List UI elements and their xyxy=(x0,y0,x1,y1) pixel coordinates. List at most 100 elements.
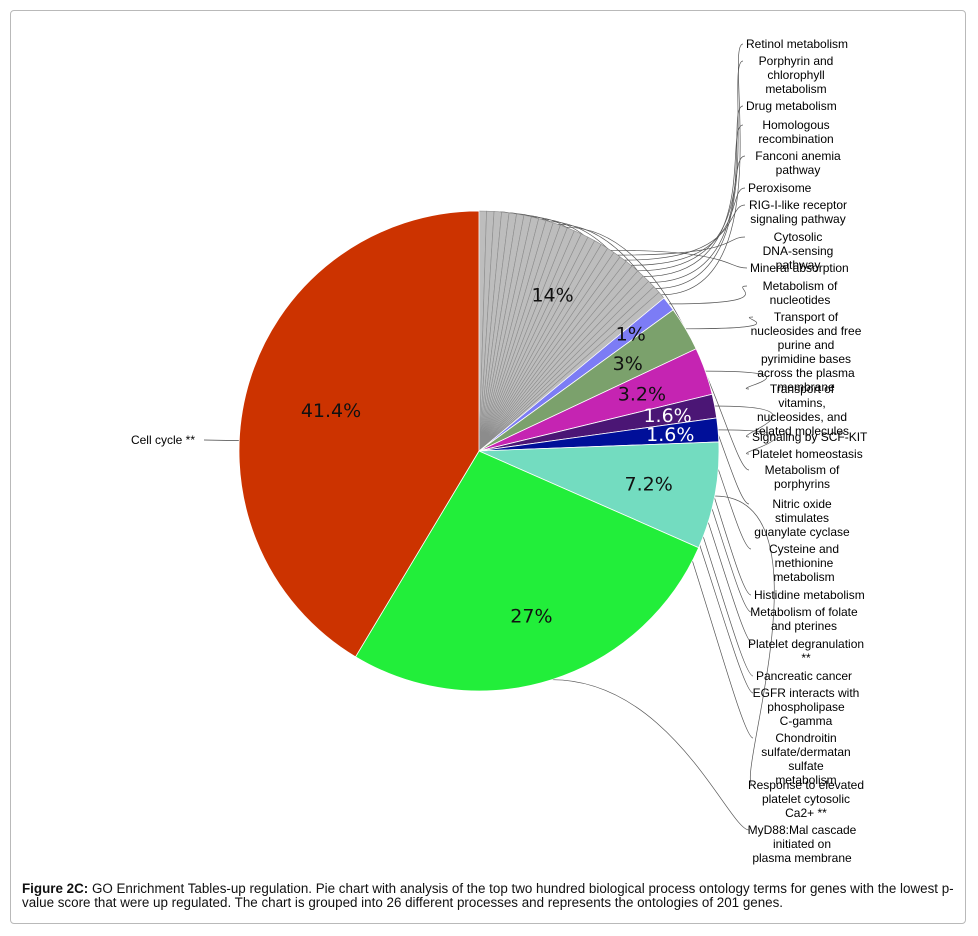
callout-line: Transport of xyxy=(770,382,835,396)
callout-line: DNA-sensing xyxy=(763,244,834,258)
callout-response-to-elevated-platelet-cytosolic-ca2: Response to elevated platelet cytosolic Ca… xyxy=(748,778,864,820)
pie-slices xyxy=(238,210,720,692)
callout-line: plasma membrane xyxy=(752,851,852,865)
callout-cell-cycle: Cell cycle ** xyxy=(131,433,195,447)
pct-label-other-processes: 14% xyxy=(531,285,573,307)
callout-pancreatic-cancer: Pancreatic cancer xyxy=(756,669,852,683)
caption-label: Figure 2C: xyxy=(22,881,89,896)
callout-line: porphyrins xyxy=(774,477,830,491)
callout-mineral-absorption: Mineral absorption xyxy=(750,261,849,275)
leader-signaling-by-scf-kit xyxy=(714,405,774,438)
slice-cell-cycle xyxy=(238,210,480,658)
callout-line: phospholipase xyxy=(767,700,845,714)
callout-line: Histidine metabolism xyxy=(754,588,865,602)
leader-rig-i-like-receptor-signaling-pathway xyxy=(624,204,746,261)
leader-myd88-mal-cascade-initiated-on-plasma-membrane xyxy=(551,679,750,831)
pct-label-metabolism-of-nucleotides: 1% xyxy=(616,323,646,345)
callout-egfr-interacts-with-phospholipase-c-gamma: EGFR interacts with phospholipase C-gamma xyxy=(753,686,860,728)
callout-line: C-gamma xyxy=(780,714,833,728)
callout-cysteine-and-methionine-metabolism: Cysteine and methionine metabolism xyxy=(769,542,839,584)
slice-response-to-elevated-platelet-cytosolic-ca2 xyxy=(478,441,720,549)
callout-line: guanylate cyclase xyxy=(754,525,850,539)
leader-homologous-recombination xyxy=(643,124,744,277)
figure-frame xyxy=(10,10,966,924)
leader-cytosolic-dna-sensing-pathway xyxy=(617,236,746,256)
pct-label-signaling-by-scf-kit: 1.6% xyxy=(643,405,691,427)
slice-myd88-mal-cascade-initiated-on-plasma-membrane xyxy=(354,450,700,692)
callout-platelet-homeostasis: Platelet homeostasis xyxy=(752,447,863,461)
caption-text: GO Enrichment Tables-up regulation. Pie … xyxy=(22,881,954,910)
leader-porphyrin-and-chlorophyll-metabolism xyxy=(655,60,744,289)
callout-signaling-by-scf-kit: Signaling by SCF-KIT xyxy=(752,430,868,444)
leader-peroxisome xyxy=(631,187,746,266)
callout-line: Platelet degranulation xyxy=(748,637,864,651)
pct-label-myd88-mal-cascade-initiated-on-plasma-membrane: 27% xyxy=(510,606,552,628)
callout-line: ** xyxy=(801,651,811,665)
pct-label-transport-of-nucleosides-and-free-purine-and-pyrimidine-bases-across-the-plasma-membrane: 3% xyxy=(613,353,643,375)
leader-transport-of-nucleosides-and-free-purine-and-pyrimidine-bases-across-the-plasma-membrane xyxy=(685,316,758,330)
callout-line: vitamins, xyxy=(778,396,825,410)
callout-chondroitin-sulfate-dermatan-sulfate-metabolism: Chondroitin sulfate/dermatan sulfate metabo… xyxy=(761,731,850,787)
pie-chart: 14%1%3%3.2%1.6%1.6%7.2%27%41.4% Cell cyc… xyxy=(131,37,868,865)
callout-fanconi-anemia-pathway: Fanconi anemia pathway xyxy=(755,149,841,177)
callout-line: purine and xyxy=(778,338,835,352)
callout-line: Retinol metabolism xyxy=(746,37,848,51)
leader-fanconi-anemia-pathway xyxy=(637,155,746,272)
pct-label-cell-cycle: 41.4% xyxy=(301,400,361,422)
callout-line: sulfate xyxy=(788,759,824,773)
callout-line: nucleotides xyxy=(770,293,831,307)
leader-retinol-metabolism xyxy=(661,43,744,296)
callout-line: chlorophyll xyxy=(767,68,824,82)
callout-line: Homologous xyxy=(762,118,829,132)
pct-label-response-to-elevated-platelet-cytosolic-ca2: 7.2% xyxy=(625,473,673,495)
callout-drug-metabolism: Drug metabolism xyxy=(746,99,837,113)
leader-metabolism-of-nucleotides xyxy=(668,285,748,305)
callout-myd88-mal-cascade-initiated-on-plasma-membrane: MyD88:Mal cascade initiated on plasma memb… xyxy=(748,823,857,865)
callout-line: pyrimidine bases xyxy=(761,352,851,366)
callout-line: Nitric oxide xyxy=(772,497,832,511)
callout-line: Cytosolic xyxy=(774,230,823,244)
callout-line: across the plasma xyxy=(757,366,855,380)
callout-retinol-metabolism: Retinol metabolism xyxy=(746,37,848,51)
callout-line: RIG-I-like receptor xyxy=(749,198,847,212)
callout-line: Metabolism of xyxy=(765,463,840,477)
callout-line: EGFR interacts with xyxy=(753,686,860,700)
leader-platelet-homeostasis xyxy=(718,429,776,455)
callout-line: Fanconi anemia xyxy=(755,149,841,163)
callout-nitric-oxide-stimulates-guanylate-cyclase: Nitric oxide stimulates guanylate cyclase xyxy=(754,497,850,539)
leader-transport-of-vitamins-nucleosides-and-related-molecules xyxy=(705,370,767,390)
callout-line: Chondroitin xyxy=(775,731,836,745)
callout-line: related molecules xyxy=(755,424,849,438)
callout-line: nucleosides and free xyxy=(751,324,862,338)
callout-platelet-degranulation: Platelet degranulation ** xyxy=(748,637,864,665)
callout-line: Signaling by SCF-KIT xyxy=(752,430,868,444)
callout-line: pathway xyxy=(776,258,821,272)
leader-mineral-absorption xyxy=(610,249,748,269)
callout-labels: Cell cycle ** Retinol metabolism Porphyrin… xyxy=(131,37,868,865)
callout-line: Metabolism of folate xyxy=(750,605,858,619)
callout-line: pathway xyxy=(776,163,821,177)
callout-line: Pancreatic cancer xyxy=(756,669,852,683)
callout-line: Response to elevated xyxy=(748,778,864,792)
callout-metabolism-of-porphyrins: Metabolism of porphyrins xyxy=(765,463,840,491)
callout-metabolism-of-nucleotides: Metabolism of nucleotides xyxy=(763,279,838,307)
pct-label-platelet-homeostasis: 1.6% xyxy=(646,424,694,446)
callout-line: Porphyrin and xyxy=(759,54,834,68)
callout-line: metabolism xyxy=(773,570,834,584)
callout-histidine-metabolism: Histidine metabolism xyxy=(754,588,865,602)
callout-line: Platelet homeostasis xyxy=(752,447,863,461)
pct-label-transport-of-vitamins-nucleosides-and-related-molecules: 3.2% xyxy=(618,384,666,406)
callout-rig-i-like-receptor-signaling-pathway: RIG-I-like receptor signaling pathway xyxy=(749,198,847,226)
callout-line: sulfate/dermatan xyxy=(761,745,850,759)
callout-homologous-recombination: Homologous recombination xyxy=(758,118,833,146)
callout-line: platelet cytosolic xyxy=(762,792,850,806)
callout-line: Peroxisome xyxy=(748,181,812,195)
leader-drug-metabolism xyxy=(649,105,744,283)
callout-line: metabolism xyxy=(765,82,826,96)
callout-line: metabolism xyxy=(775,773,836,787)
callout-line: Metabolism of xyxy=(763,279,838,293)
callout-line: Drug metabolism xyxy=(746,99,837,113)
callout-transport-of-nucleosides-and-free-purine-and-pyrimidine-bases-across-the-plasma-membrane: Transport of nucleosides and free purine a… xyxy=(751,310,862,394)
callout-peroxisome: Peroxisome xyxy=(748,181,812,195)
callout-line: methionine xyxy=(775,556,834,570)
